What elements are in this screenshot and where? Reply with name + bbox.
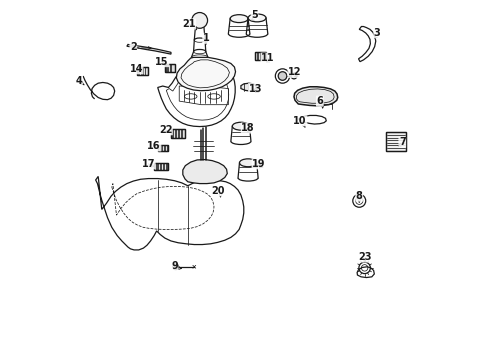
Circle shape [191,13,207,28]
Bar [171,129,184,138]
Bar [386,132,405,150]
Polygon shape [176,57,235,91]
Text: 12: 12 [287,67,301,77]
Text: 1: 1 [203,33,209,43]
Bar [164,64,175,72]
Text: 14: 14 [129,64,142,74]
Bar [254,52,265,60]
Ellipse shape [239,159,256,167]
Ellipse shape [247,14,265,22]
Bar [158,145,168,151]
Polygon shape [183,159,227,184]
Bar [137,67,147,75]
Text: 17: 17 [142,159,155,169]
Circle shape [278,72,286,80]
Bar [158,145,168,151]
Text: 16: 16 [147,141,161,151]
Text: 20: 20 [210,186,224,196]
Text: 7: 7 [398,138,405,147]
Text: 3: 3 [373,28,380,38]
Bar [154,163,168,170]
Bar [254,52,265,60]
Text: 6: 6 [316,96,323,106]
Text: 4: 4 [75,76,82,86]
Bar [386,132,405,150]
Bar [164,64,175,72]
Text: 19: 19 [252,159,265,169]
Text: 8: 8 [355,191,362,201]
Ellipse shape [230,15,247,23]
Text: 15: 15 [155,57,168,67]
Text: 13: 13 [248,84,262,94]
Bar [137,67,147,75]
Polygon shape [293,87,337,106]
Text: 9: 9 [171,261,178,271]
Polygon shape [126,44,171,54]
Text: 10: 10 [293,116,306,126]
Text: 2: 2 [130,42,137,52]
Text: 21: 21 [182,19,195,29]
Text: 22: 22 [159,125,172,135]
Polygon shape [241,83,255,91]
Text: 5: 5 [251,10,257,20]
Text: 11: 11 [261,53,274,63]
Circle shape [172,264,178,270]
Bar [154,163,168,170]
Circle shape [290,73,296,79]
Text: 23: 23 [357,252,370,262]
Ellipse shape [232,122,249,130]
Text: 18: 18 [241,123,254,133]
Bar [171,129,184,138]
